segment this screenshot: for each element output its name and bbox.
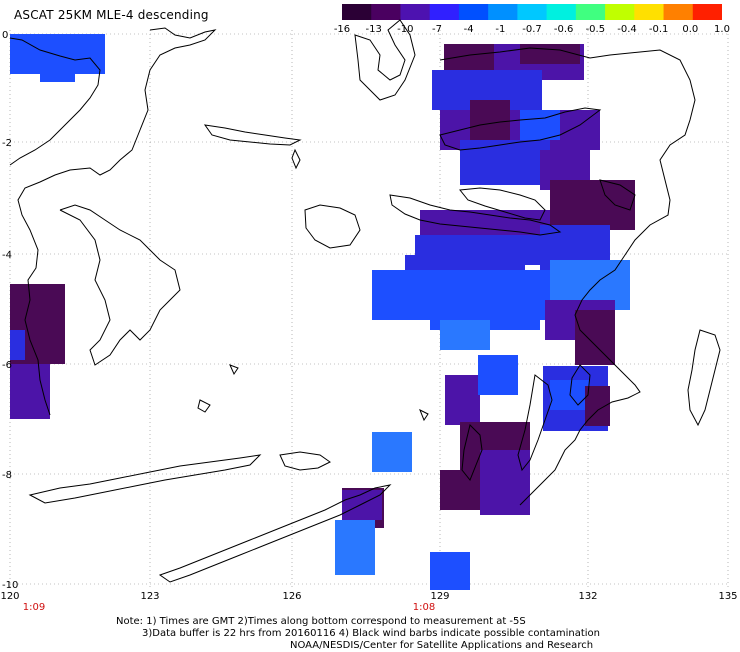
y-tick-label: -2 xyxy=(2,138,12,149)
colorbar-label: -10 xyxy=(397,24,414,35)
data-cell xyxy=(480,450,530,515)
colorbar-swatch xyxy=(488,4,518,20)
colorbar-label: -0.1 xyxy=(648,24,669,35)
coastline-kai-islands xyxy=(569,364,591,406)
colorbar-swatch xyxy=(371,4,401,20)
y-tick-label: -10 xyxy=(2,580,19,591)
colorbar-labels: -16 -13 -10 -7 -4 -1 -0.7 -0.6 -0.5 -0.4 -0.1 0.0 1.… xyxy=(334,24,740,36)
data-cell xyxy=(40,74,75,82)
data-cell xyxy=(440,470,480,510)
coastline-tanimbar xyxy=(461,424,483,481)
data-cell xyxy=(460,140,550,185)
coastlines xyxy=(9,19,721,583)
colorbar-label: -13 xyxy=(365,24,382,35)
data-cell xyxy=(575,310,615,365)
colorbar-swatch xyxy=(342,4,372,20)
time-label: 1:08 xyxy=(412,602,436,613)
data-cell xyxy=(445,375,480,425)
colorbar xyxy=(342,4,722,20)
data-cell xyxy=(10,330,25,360)
colorbar-label: -0.4 xyxy=(617,24,637,35)
colorbar-swatch xyxy=(458,4,489,20)
coastline-buru xyxy=(304,204,361,249)
coastline-sula-islands xyxy=(203,124,302,146)
y-tick-label: -8 xyxy=(2,470,12,481)
x-tick-label: 132 xyxy=(578,591,598,602)
colorbar-swatch xyxy=(575,4,606,20)
coastline-sulawesi xyxy=(17,27,217,416)
colorbar-swatch xyxy=(634,4,665,20)
colorbar-label: -0.5 xyxy=(585,24,606,35)
data-cell xyxy=(444,44,494,74)
data-cell xyxy=(372,432,412,472)
colorbar-swatch xyxy=(517,4,548,20)
data-cell xyxy=(430,552,470,590)
note-line-3: NOAA/NESDIS/Center for Satellite Applica… xyxy=(290,640,594,651)
time-label: 1:09 xyxy=(22,602,46,613)
map-title: ASCAT 25KM MLE-4 descending xyxy=(14,8,209,22)
colorbar-label: 1.0 xyxy=(714,24,730,35)
colorbar-swatch xyxy=(605,4,635,20)
coastline-new-guinea xyxy=(439,47,696,506)
note-line-2: 3)Data buffer is 22 hrs from 20160116 4)… xyxy=(142,628,600,639)
coastline-halmahera xyxy=(354,19,416,101)
coastline-borneo xyxy=(9,37,101,166)
colorbar-label: -7 xyxy=(432,24,442,35)
colorbar-swatch xyxy=(663,4,694,20)
colorbar-swatch xyxy=(692,4,722,20)
data-cell xyxy=(478,355,518,395)
data-cell xyxy=(335,520,375,575)
colorbar-label: -0.7 xyxy=(522,24,542,35)
y-tick-label: -6 xyxy=(2,360,12,371)
data-cell xyxy=(10,34,105,74)
x-tick-label: 120 xyxy=(0,591,20,602)
colorbar-label: -0.6 xyxy=(553,24,574,35)
x-tick-label: 126 xyxy=(282,591,302,602)
colorbar-label: -4 xyxy=(463,24,474,35)
data-cell xyxy=(440,320,490,350)
x-tick-label: 129 xyxy=(430,591,450,602)
colorbar-label: 0.0 xyxy=(682,24,699,35)
data-cell xyxy=(550,180,635,230)
data-cell xyxy=(10,364,50,419)
x-tick-label: 123 xyxy=(140,591,160,602)
data-cell xyxy=(520,44,580,64)
y-tick-label: 0 xyxy=(2,30,9,41)
data-cells xyxy=(10,34,635,590)
x-tick-label: 135 xyxy=(718,591,738,602)
colorbar-label: -1 xyxy=(495,24,506,35)
y-tick-label: -4 xyxy=(2,250,12,261)
colorbar-swatch xyxy=(429,4,460,20)
data-cell xyxy=(470,100,510,140)
coastline-sulawesi-south xyxy=(59,204,181,366)
colorbar-swatch xyxy=(400,4,431,20)
colorbar-swatch xyxy=(546,4,577,20)
note-line-1: Note: 1) Times are GMT 2)Times along bot… xyxy=(116,616,526,627)
colorbar-label: -16 xyxy=(333,24,351,35)
data-cell xyxy=(520,110,560,140)
coastline-seram xyxy=(389,194,562,236)
data-cell xyxy=(342,490,382,520)
coastline-timor xyxy=(158,484,392,583)
